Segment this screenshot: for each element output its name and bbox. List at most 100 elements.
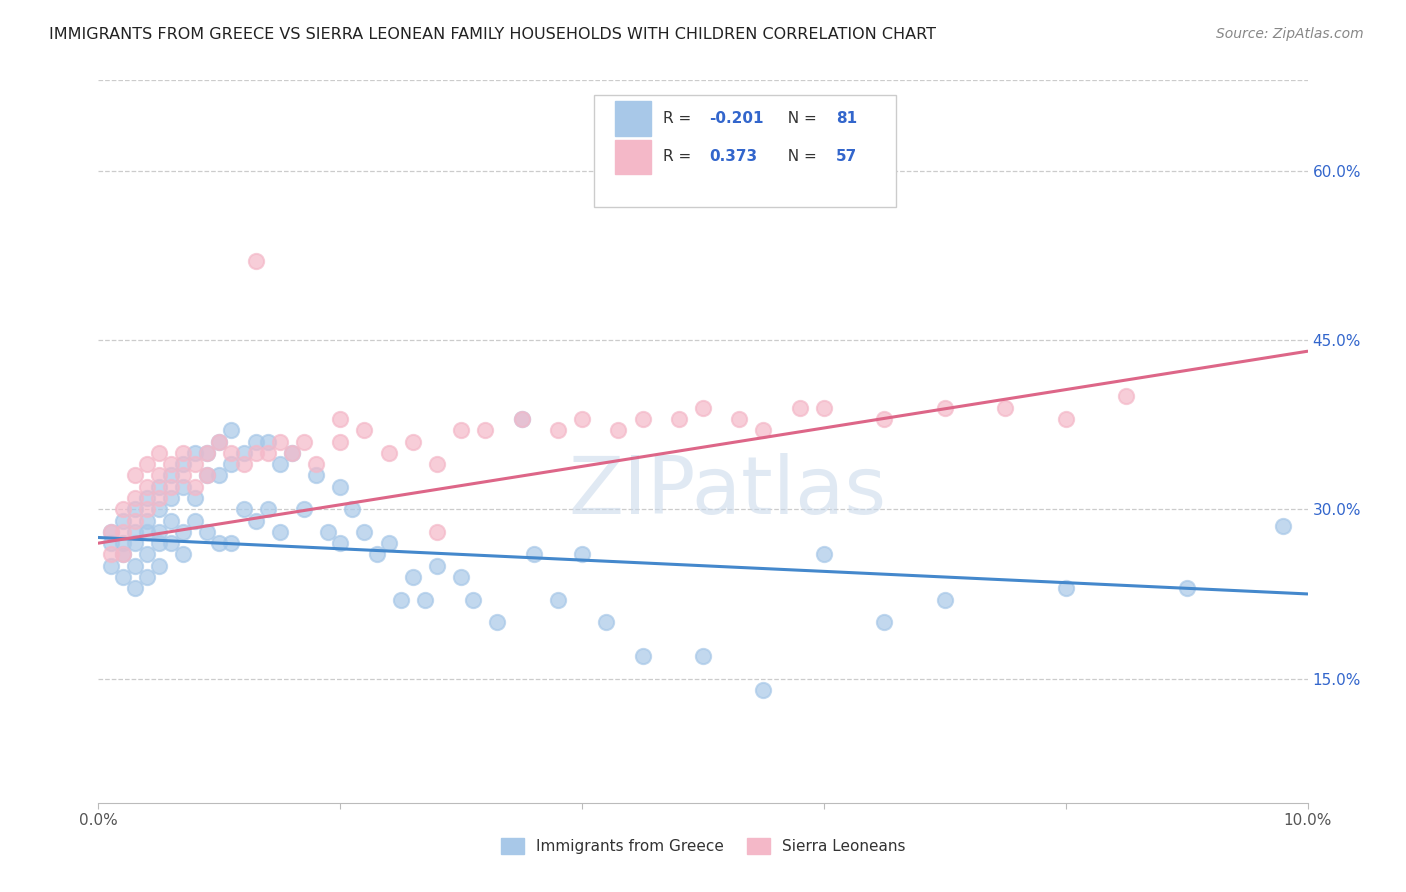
Point [124, 502, 146, 516]
Point [281, 446, 304, 460]
Point [232, 457, 254, 471]
Point [571, 412, 593, 426]
Point [172, 548, 194, 562]
Point [124, 536, 146, 550]
Point [148, 446, 170, 460]
Point [184, 514, 207, 528]
Point [292, 434, 315, 449]
Point [607, 423, 630, 437]
Point [208, 434, 231, 449]
Point [256, 446, 278, 460]
Point [692, 401, 714, 415]
Point [994, 401, 1017, 415]
Point [124, 491, 146, 505]
Point [789, 401, 811, 415]
Point [172, 480, 194, 494]
Text: 81: 81 [837, 112, 858, 126]
Point [631, 648, 654, 663]
Point [316, 524, 339, 539]
Point [353, 423, 375, 437]
Point [221, 423, 243, 437]
Point [135, 570, 157, 584]
Point [571, 548, 593, 562]
Point [329, 434, 352, 449]
Point [184, 446, 207, 460]
Point [934, 401, 956, 415]
Point [172, 468, 194, 483]
Point [752, 682, 775, 697]
Point [450, 570, 472, 584]
Point [148, 536, 170, 550]
Legend: Immigrants from Greece, Sierra Leoneans: Immigrants from Greece, Sierra Leoneans [495, 832, 911, 860]
Point [221, 446, 243, 460]
Point [1175, 582, 1198, 596]
Text: -0.201: -0.201 [709, 112, 763, 126]
Point [148, 480, 170, 494]
Point [402, 570, 425, 584]
Point [160, 468, 183, 483]
Point [148, 558, 170, 573]
Point [463, 592, 485, 607]
Point [245, 434, 267, 449]
Point [269, 457, 291, 471]
Point [873, 615, 896, 630]
Point [148, 502, 170, 516]
Point [245, 253, 267, 268]
Point [256, 434, 278, 449]
Point [402, 434, 425, 449]
Point [450, 423, 472, 437]
Point [486, 615, 509, 630]
Point [160, 514, 183, 528]
Point [329, 480, 352, 494]
Point [305, 457, 328, 471]
Point [595, 615, 617, 630]
Point [195, 446, 218, 460]
Point [124, 468, 146, 483]
Point [111, 514, 134, 528]
Point [221, 536, 243, 550]
Point [111, 536, 134, 550]
FancyBboxPatch shape [595, 95, 897, 207]
Point [474, 423, 496, 437]
Text: 57: 57 [837, 149, 858, 164]
FancyBboxPatch shape [614, 101, 651, 136]
Point [195, 468, 218, 483]
Point [148, 524, 170, 539]
Point [245, 514, 267, 528]
Point [100, 558, 122, 573]
Point [135, 548, 157, 562]
Point [305, 468, 328, 483]
Point [813, 548, 835, 562]
Point [111, 502, 134, 516]
Point [135, 491, 157, 505]
Point [631, 412, 654, 426]
Point [184, 491, 207, 505]
Point [426, 524, 449, 539]
Point [547, 423, 569, 437]
Point [160, 457, 183, 471]
Point [342, 502, 364, 516]
Point [184, 480, 207, 494]
FancyBboxPatch shape [614, 139, 651, 174]
Point [135, 480, 157, 494]
Point [292, 502, 315, 516]
Point [135, 514, 157, 528]
Point [100, 524, 122, 539]
Point [111, 548, 134, 562]
Point [353, 524, 375, 539]
Point [195, 468, 218, 483]
Point [124, 524, 146, 539]
Point [184, 457, 207, 471]
Point [195, 524, 218, 539]
Point [426, 558, 449, 573]
Point [100, 536, 122, 550]
Point [813, 401, 835, 415]
Point [692, 648, 714, 663]
Point [1272, 519, 1295, 533]
Point [100, 524, 122, 539]
Point [728, 412, 751, 426]
Point [111, 570, 134, 584]
Point [547, 592, 569, 607]
Text: N =: N = [778, 149, 821, 164]
Text: IMMIGRANTS FROM GREECE VS SIERRA LEONEAN FAMILY HOUSEHOLDS WITH CHILDREN CORRELA: IMMIGRANTS FROM GREECE VS SIERRA LEONEAN… [49, 27, 936, 42]
